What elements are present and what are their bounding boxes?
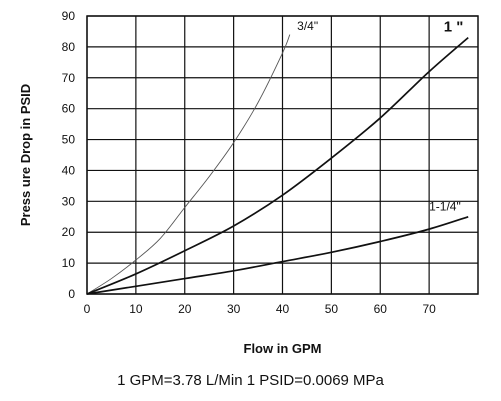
series-line-1: [86, 34, 291, 295]
y-tick-label: 30: [62, 194, 76, 208]
series-line-3: [86, 215, 469, 295]
x-tick-label: 20: [178, 302, 192, 316]
y-tick-label: 80: [62, 40, 76, 54]
y-tick-label: 20: [62, 225, 76, 239]
series-labels: 3/4" 1 " 1-1/4": [297, 18, 463, 213]
y-tick-label: 50: [62, 133, 76, 147]
y-tick-label: 0: [68, 287, 75, 301]
x-axis-label: Flow in GPM: [244, 341, 322, 356]
series-label-2: 1 ": [444, 18, 464, 35]
series-line-2: [86, 36, 469, 295]
x-tick-label: 60: [374, 302, 388, 316]
y-tick-label: 10: [62, 256, 76, 270]
unit-conversion-note: 1 GPM=3.78 L/Min 1 PSID=0.0069 MPa: [117, 372, 384, 389]
plot-frame: [86, 15, 479, 295]
y-tick-labels: 0 10 20 30 40 50 60 70 80 90: [62, 9, 76, 301]
x-tick-label: 10: [129, 302, 143, 316]
series-lines: [86, 34, 469, 295]
y-tick-label: 40: [62, 163, 76, 177]
x-tick-label: 0: [84, 302, 91, 316]
x-tick-label: 40: [276, 302, 290, 316]
series-label-3: 1-1/4": [429, 200, 461, 214]
y-tick-label: 90: [62, 9, 76, 23]
x-tick-label: 50: [325, 302, 339, 316]
y-axis-label: Press ure Drop in PSID: [18, 84, 33, 226]
y-tick-label: 70: [62, 71, 76, 85]
y-tick-label: 60: [62, 102, 76, 116]
x-tick-label: 30: [227, 302, 241, 316]
x-tick-labels: 0 10 20 30 40 50 60 70: [84, 302, 436, 316]
series-label-1: 3/4": [297, 19, 318, 33]
x-tick-label: 70: [422, 302, 436, 316]
